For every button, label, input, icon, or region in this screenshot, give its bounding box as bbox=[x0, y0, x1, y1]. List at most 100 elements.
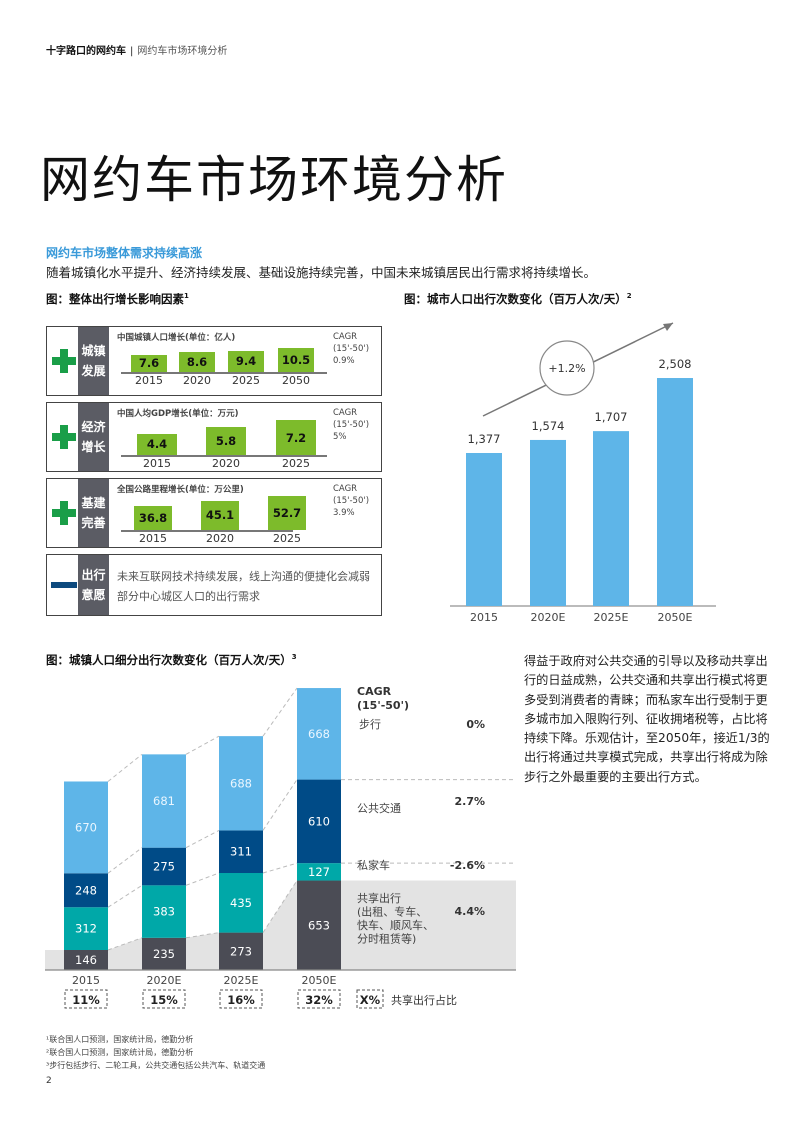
minus-icon bbox=[51, 582, 77, 588]
stack-segment bbox=[64, 949, 108, 970]
factor-box-3: 基建 完善 全国公路里程增长(单位：万公里) CAGR (15'-50') 3.9%… bbox=[46, 478, 382, 548]
factor-label: 城镇 发展 bbox=[78, 327, 109, 395]
share-box bbox=[297, 989, 341, 1009]
city-trips-title-text: 图：城市人口出行次数变化（百万人次/天） bbox=[404, 292, 627, 306]
x-tick-label: 2015 bbox=[72, 974, 100, 987]
factors-title: 图：整体出行增长影响因素1 bbox=[46, 291, 189, 307]
series-cagr: 4.4% bbox=[454, 905, 485, 918]
plus-icon bbox=[52, 349, 76, 373]
mini-bar: 7.6 bbox=[131, 354, 167, 372]
footnote-1: ¹联合国人口预测，国家统计局，德勤分析 bbox=[46, 1035, 194, 1044]
x-tick-label: 2050E bbox=[658, 611, 693, 624]
cagr-label: CAGR (15'-50') 5% bbox=[333, 408, 370, 442]
segment-value-label: 435 bbox=[230, 896, 252, 910]
factor-text: 未来互联网技术持续发展，线上沟通的便捷化会减弱部分中心城区人口的出行需求 bbox=[117, 570, 370, 603]
x-tick-label: 2025E bbox=[224, 974, 259, 987]
stack-segment bbox=[64, 781, 108, 874]
share-value: 32% bbox=[305, 993, 333, 1007]
bar-2025E bbox=[593, 431, 629, 606]
mini-year-label: 2015 bbox=[139, 532, 167, 545]
segment-value-label: 273 bbox=[230, 944, 252, 958]
mini-axis bbox=[121, 455, 327, 457]
factor-box-1: 城镇 发展 中国城镇人口增长(单位：亿人) CAGR (15'-50') 0.9% 7… bbox=[46, 326, 382, 396]
stack-segment bbox=[297, 863, 341, 881]
stack-segment bbox=[64, 907, 108, 950]
mini-year-label: 2050 bbox=[282, 374, 310, 387]
x-tick-label: 2020E bbox=[531, 611, 566, 624]
share-legend-box-label: X% bbox=[360, 993, 381, 1007]
connector-line bbox=[262, 779, 298, 831]
segment-trips-chart: 146 312 248 670 2015 11% 235 383 275 681 2020E 15% 2… bbox=[45, 685, 516, 1009]
x-tick-label: 2020E bbox=[147, 974, 182, 987]
factor-label: 基建 完善 bbox=[78, 479, 109, 547]
segment-trips-title-text: 图：城镇人口细分出行次数变化（百万人次/天） bbox=[46, 653, 292, 667]
series-label: (出租、专车、 bbox=[357, 905, 427, 919]
series-label: 私家车 bbox=[357, 858, 390, 872]
stack-segment bbox=[142, 754, 186, 848]
segment-value-label: 653 bbox=[308, 918, 330, 932]
segment-value-label: 383 bbox=[153, 905, 175, 919]
connector-line bbox=[107, 884, 143, 908]
lead-text: 随着城镇化水平提升、经济持续发展、基础设施持续完善，中国未来城镇居民出行需求将持… bbox=[46, 265, 597, 280]
connector-line bbox=[107, 847, 143, 874]
series-cagr: -2.6% bbox=[450, 859, 485, 872]
mini-chart-title: 全国公路里程增长(单位：万公里) bbox=[117, 485, 244, 495]
segment-trips-title: 图：城镇人口细分出行次数变化（百万人次/天）3 bbox=[46, 652, 297, 668]
stack-segment bbox=[142, 885, 186, 938]
series-label: 步行 bbox=[359, 718, 381, 731]
mini-bar: 9.4 bbox=[228, 350, 264, 372]
series-label: 分时租赁等) bbox=[357, 932, 416, 946]
segment-value-label: 312 bbox=[75, 922, 97, 936]
footnote-3: ³步行包括步行、二轮工具，公共交通包括公共汽车、轨道交通 bbox=[46, 1061, 266, 1070]
segment-value-label: 681 bbox=[153, 794, 175, 808]
stack-segment bbox=[142, 847, 186, 886]
bar-value-label: 1,707 bbox=[595, 410, 628, 424]
cagr-label: CAGR (15'-50') 3.9% bbox=[333, 484, 370, 518]
mini-bar: 52.7 bbox=[268, 496, 306, 530]
mini-bar: 45.1 bbox=[201, 500, 239, 530]
page-number: 2 bbox=[46, 1076, 52, 1086]
stack-segment bbox=[297, 779, 341, 864]
series-cagr: 2.7% bbox=[454, 795, 485, 808]
connector-line bbox=[185, 735, 220, 755]
mini-year-label: 2015 bbox=[135, 374, 163, 387]
segment-value-label: 688 bbox=[230, 776, 252, 790]
cagr-header: (15'-50') bbox=[357, 699, 409, 712]
segment-value-label: 668 bbox=[308, 727, 330, 741]
header-divider: | bbox=[130, 46, 134, 57]
segment-value-label: 235 bbox=[153, 947, 175, 961]
share-value: 11% bbox=[72, 993, 100, 1007]
mini-year-label: 2020 bbox=[183, 374, 211, 387]
connector-line bbox=[107, 753, 143, 782]
growth-rate-label: +1.2% bbox=[548, 362, 585, 375]
x-tick-label: 2050E bbox=[302, 974, 337, 987]
subheading: 网约车市场整体需求持续高涨 bbox=[46, 246, 203, 260]
stack-segment bbox=[64, 873, 108, 908]
mini-chart-title: 中国人均GDP增长(单位：万元) bbox=[117, 409, 239, 419]
connector-line bbox=[185, 872, 220, 886]
bar-value-label: 1,574 bbox=[532, 419, 565, 433]
city-trips-chart: +1.2% 1,377 2015 1,574 2020E 1,707 2025E 2,508 2… bbox=[450, 322, 716, 624]
stack-segment bbox=[219, 932, 263, 970]
share-value: 15% bbox=[150, 993, 178, 1007]
segment-value-label: 275 bbox=[153, 859, 175, 873]
stack-segment bbox=[219, 873, 263, 933]
mini-bar: 36.8 bbox=[134, 506, 172, 530]
stack-segment bbox=[297, 688, 341, 780]
cagr-label: CAGR (15'-50') 0.9% bbox=[333, 332, 370, 366]
share-value: 16% bbox=[227, 993, 255, 1007]
connector-line bbox=[107, 937, 143, 951]
mini-bar: 8.6 bbox=[179, 352, 215, 372]
factor-label: 出行 意愿 bbox=[78, 555, 109, 615]
series-label: 快车、顺风车、 bbox=[357, 918, 434, 932]
bar-value-label: 2,508 bbox=[659, 357, 692, 371]
mini-bar: 10.5 bbox=[278, 348, 314, 372]
section-name: 网约车市场环境分析 bbox=[137, 46, 228, 57]
arrow-head bbox=[663, 323, 673, 331]
footnote-ref: 1 bbox=[184, 292, 189, 301]
series-label: 共享出行 bbox=[357, 891, 401, 905]
share-box bbox=[64, 989, 108, 1009]
connector-line bbox=[262, 687, 298, 737]
footnote-ref: 3 bbox=[291, 653, 297, 662]
shared-share-area bbox=[45, 880, 516, 970]
